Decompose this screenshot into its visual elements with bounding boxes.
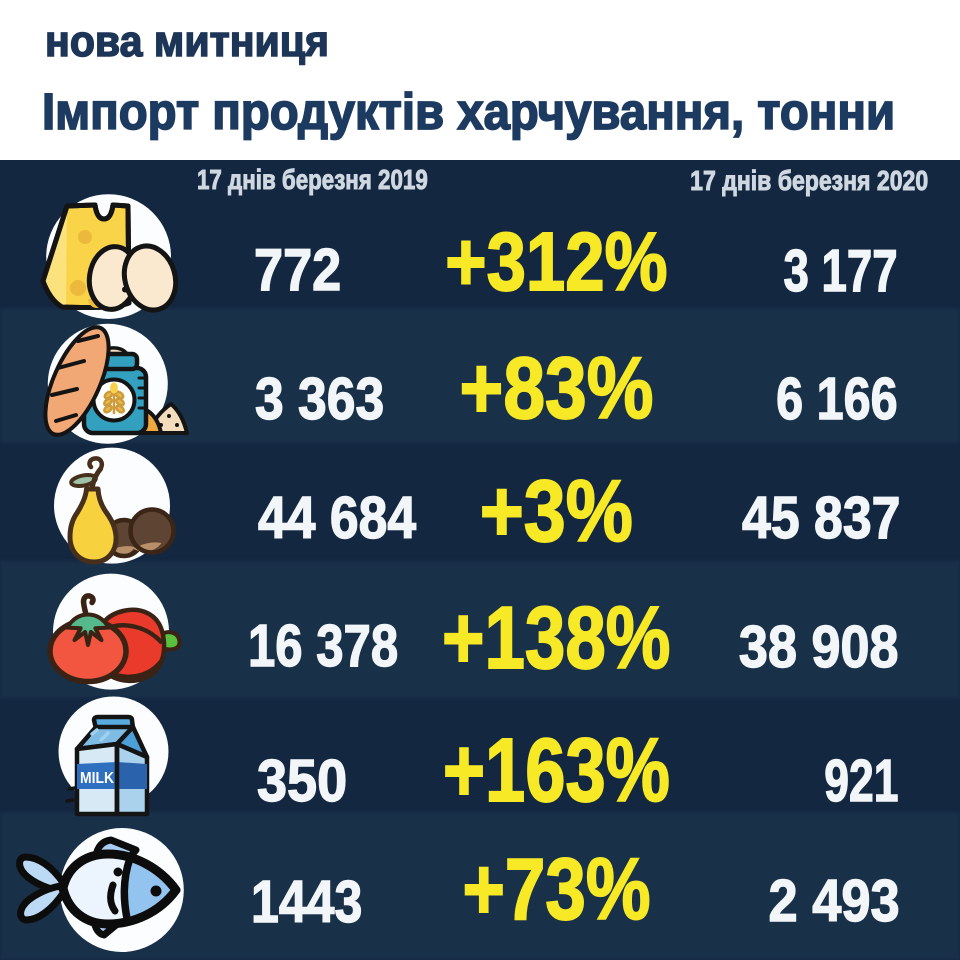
svg-text:MILK: MILK xyxy=(80,770,115,787)
